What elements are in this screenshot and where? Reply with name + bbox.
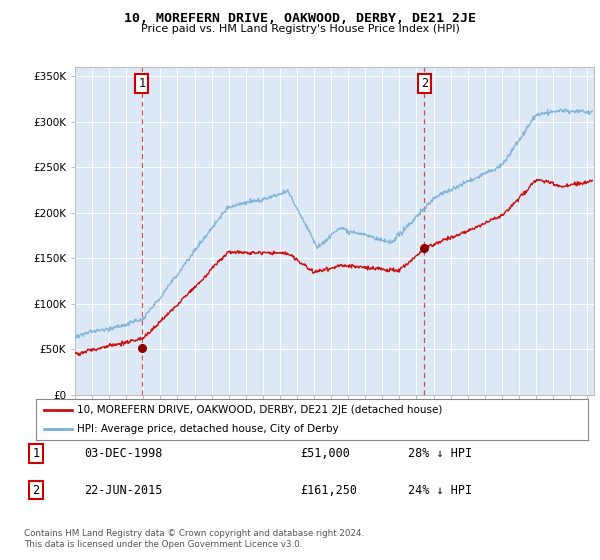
Text: HPI: Average price, detached house, City of Derby: HPI: Average price, detached house, City… <box>77 424 339 433</box>
Text: 10, MOREFERN DRIVE, OAKWOOD, DERBY, DE21 2JE (detached house): 10, MOREFERN DRIVE, OAKWOOD, DERBY, DE21… <box>77 405 443 415</box>
Text: 03-DEC-1998: 03-DEC-1998 <box>84 447 163 460</box>
Text: Contains HM Land Registry data © Crown copyright and database right 2024.
This d: Contains HM Land Registry data © Crown c… <box>24 529 364 549</box>
Text: £51,000: £51,000 <box>300 447 350 460</box>
Text: 22-JUN-2015: 22-JUN-2015 <box>84 483 163 497</box>
Text: Price paid vs. HM Land Registry's House Price Index (HPI): Price paid vs. HM Land Registry's House … <box>140 24 460 34</box>
Text: 1: 1 <box>139 77 145 90</box>
Text: 1: 1 <box>32 447 40 460</box>
Text: 10, MOREFERN DRIVE, OAKWOOD, DERBY, DE21 2JE: 10, MOREFERN DRIVE, OAKWOOD, DERBY, DE21… <box>124 12 476 25</box>
Text: 28% ↓ HPI: 28% ↓ HPI <box>408 447 472 460</box>
Text: 2: 2 <box>421 77 428 90</box>
Text: 2: 2 <box>32 483 40 497</box>
Text: £161,250: £161,250 <box>300 483 357 497</box>
Text: 24% ↓ HPI: 24% ↓ HPI <box>408 483 472 497</box>
